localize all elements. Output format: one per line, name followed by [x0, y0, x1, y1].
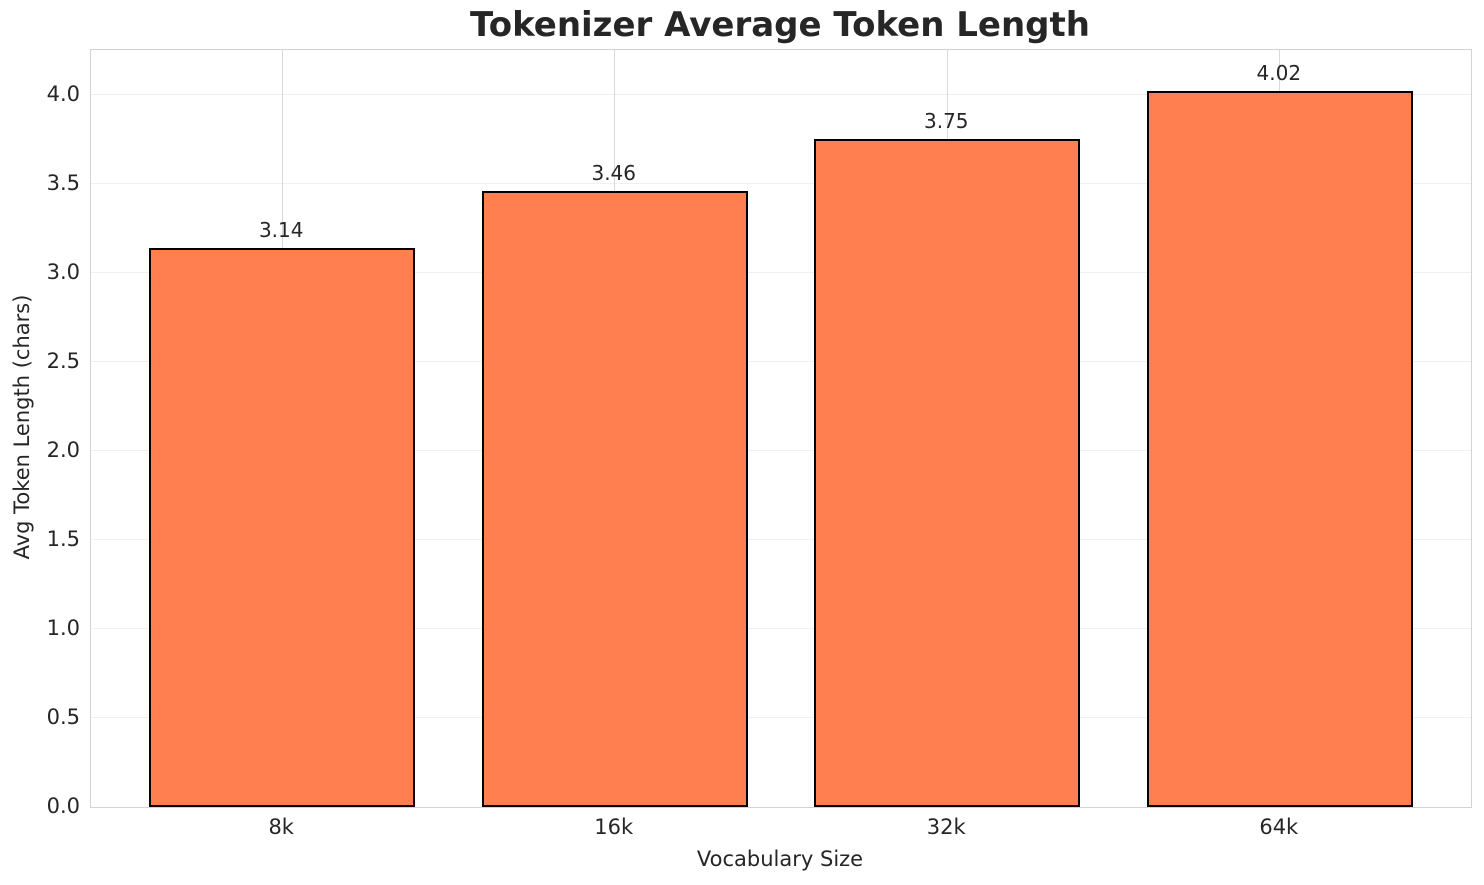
x-tick-label-8k: 8k: [268, 815, 294, 839]
y-tick-label: 1.5: [46, 526, 80, 551]
gridline-h: [91, 539, 1471, 541]
gridline-h: [91, 183, 1471, 185]
bar-value-label: 3.46: [591, 160, 636, 185]
bar-32k: [814, 139, 1081, 807]
gridline-h: [91, 361, 1471, 363]
chart-title: Tokenizer Average Token Length: [470, 5, 1090, 45]
bar-16k: [481, 190, 748, 807]
x-tick-label-32k: 32k: [926, 815, 966, 839]
x-axis-label: Vocabulary Size: [696, 847, 864, 871]
bar-value-label: 4.02: [1256, 60, 1302, 85]
x-tick-label-16k: 16k: [594, 815, 634, 839]
y-axis-label: Avg Token Length (chars): [10, 294, 34, 560]
gridline-h: [91, 272, 1471, 274]
y-tick-label: 3.0: [46, 259, 80, 284]
y-tick-label: 1.0: [46, 615, 80, 640]
bar-value-label: 3.75: [923, 109, 969, 134]
gridline-h: [91, 450, 1471, 452]
bar-64k: [1146, 90, 1413, 807]
y-tick-label: 2.0: [46, 437, 80, 462]
y-tick-label: 0.0: [46, 794, 80, 818]
y-tick-label: 2.5: [46, 348, 80, 373]
x-tick-label-64k: 64k: [1259, 815, 1299, 839]
gridline-h: [91, 94, 1471, 96]
plot-area: [90, 49, 1472, 808]
gridline-h: [91, 717, 1471, 719]
bar-value-label: 3.14: [258, 217, 304, 242]
y-tick-label: 3.5: [46, 170, 80, 195]
y-tick-label: 4.0: [46, 81, 80, 106]
gridline-h: [91, 628, 1471, 630]
y-tick-label: 0.5: [46, 704, 80, 729]
bar-8k: [149, 247, 416, 807]
